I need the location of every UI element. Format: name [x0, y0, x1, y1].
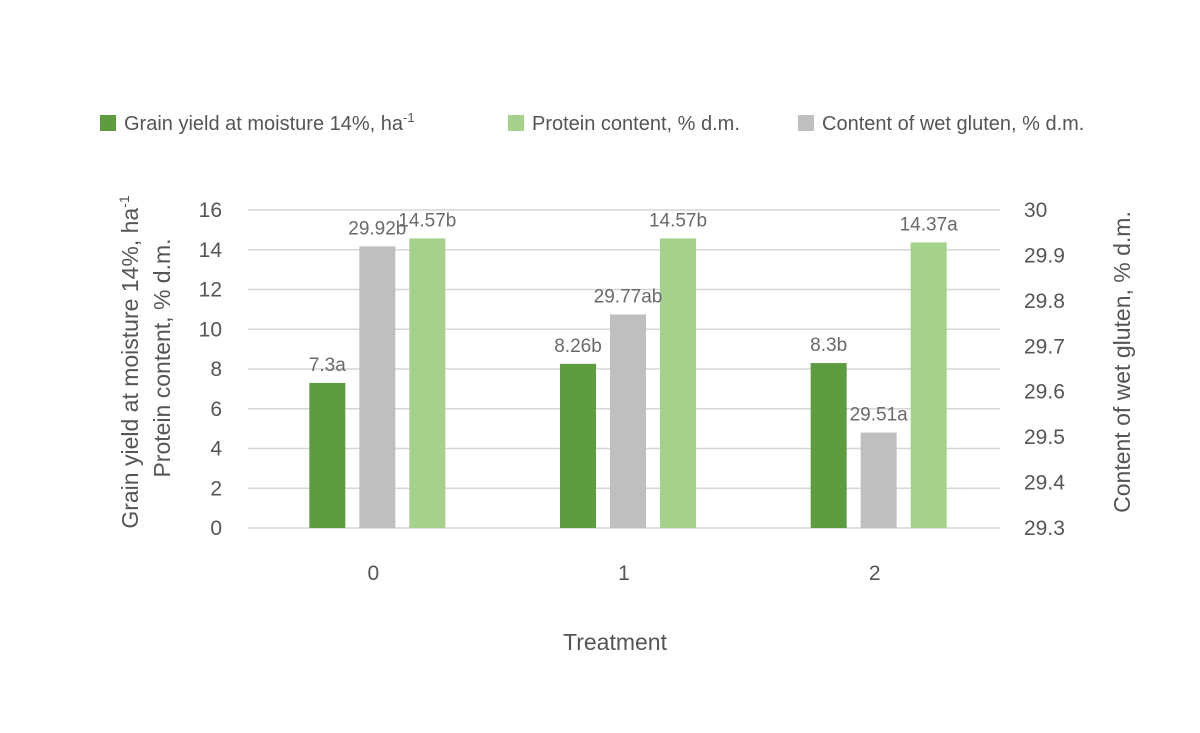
bar — [660, 238, 696, 528]
data-label: 8.26b — [554, 336, 602, 357]
data-label: 29.51a — [850, 405, 909, 426]
y-left-tick-label: 14 — [199, 239, 223, 262]
data-labels: 7.3a 8.26b 8.3b 29.92b 29.77ab 29.51a 14.57b 14… — [309, 210, 958, 425]
y-left-axis-title-2: Protein content, % d.m. — [149, 238, 175, 477]
x-axis-title: Treatment — [563, 629, 668, 655]
y-left-tick-label: 4 — [210, 438, 222, 461]
bar — [309, 382, 346, 528]
legend-item: Content of wet gluten, % d.m. — [798, 113, 1084, 135]
y-right-tick-label: 29.3 — [1024, 517, 1065, 540]
legend: Grain yield at moisture 14%, ha-1 Protein… — [100, 110, 1084, 135]
y-right-tick-label: 30 — [1024, 199, 1047, 222]
x-tick-label: 1 — [618, 562, 630, 585]
y-right-tick-label: 29.5 — [1024, 426, 1065, 449]
y-left-tick-label: 8 — [210, 358, 222, 381]
y-right-tick-label: 29.4 — [1024, 472, 1065, 495]
legend-item: Protein content, % d.m. — [508, 113, 740, 135]
bar — [860, 432, 897, 528]
legend-swatch — [100, 115, 116, 131]
y-left-tick-label: 2 — [210, 477, 222, 500]
data-label: 29.77ab — [594, 286, 663, 307]
x-tick-label: 2 — [869, 562, 881, 585]
x-tick-label: 0 — [367, 562, 379, 585]
y-left-tick-label: 12 — [199, 279, 222, 302]
axes: 024681012141629.329.429.529.629.729.829.… — [116, 195, 1135, 655]
legend-label: Grain yield at moisture 14%, ha-1 — [124, 110, 415, 135]
y-right-axis-title: Content of wet gluten, % d.m. — [1109, 211, 1135, 513]
data-label: 14.57b — [398, 210, 456, 231]
data-label: 29.92b — [348, 218, 406, 239]
bar — [910, 242, 947, 529]
bar — [610, 314, 646, 528]
y-left-tick-label: 0 — [210, 517, 222, 540]
legend-swatch — [798, 115, 814, 131]
y-left-tick-label: 16 — [199, 199, 222, 222]
data-label: 14.37a — [900, 214, 959, 235]
legend-swatch — [508, 115, 524, 131]
bar — [810, 363, 847, 528]
y-left-axis-title: Grain yield at moisture 14%, ha-1 — [116, 195, 143, 529]
y-right-tick-label: 29.6 — [1024, 381, 1065, 404]
legend-label: Protein content, % d.m. — [532, 113, 740, 135]
data-label: 14.57b — [649, 210, 707, 231]
y-left-tick-label: 10 — [199, 318, 222, 341]
bar — [409, 238, 446, 528]
y-right-tick-label: 29.9 — [1024, 244, 1065, 267]
bars — [309, 238, 947, 529]
bar — [560, 363, 596, 528]
bar — [359, 246, 396, 529]
y-right-tick-label: 29.7 — [1024, 335, 1065, 358]
y-left-tick-label: 6 — [210, 398, 222, 421]
y-right-tick-label: 29.8 — [1024, 290, 1065, 313]
legend-label: Content of wet gluten, % d.m. — [822, 113, 1084, 135]
data-label: 7.3a — [309, 355, 346, 376]
data-label: 8.3b — [810, 335, 847, 356]
legend-item: Grain yield at moisture 14%, ha-1 — [100, 110, 415, 135]
